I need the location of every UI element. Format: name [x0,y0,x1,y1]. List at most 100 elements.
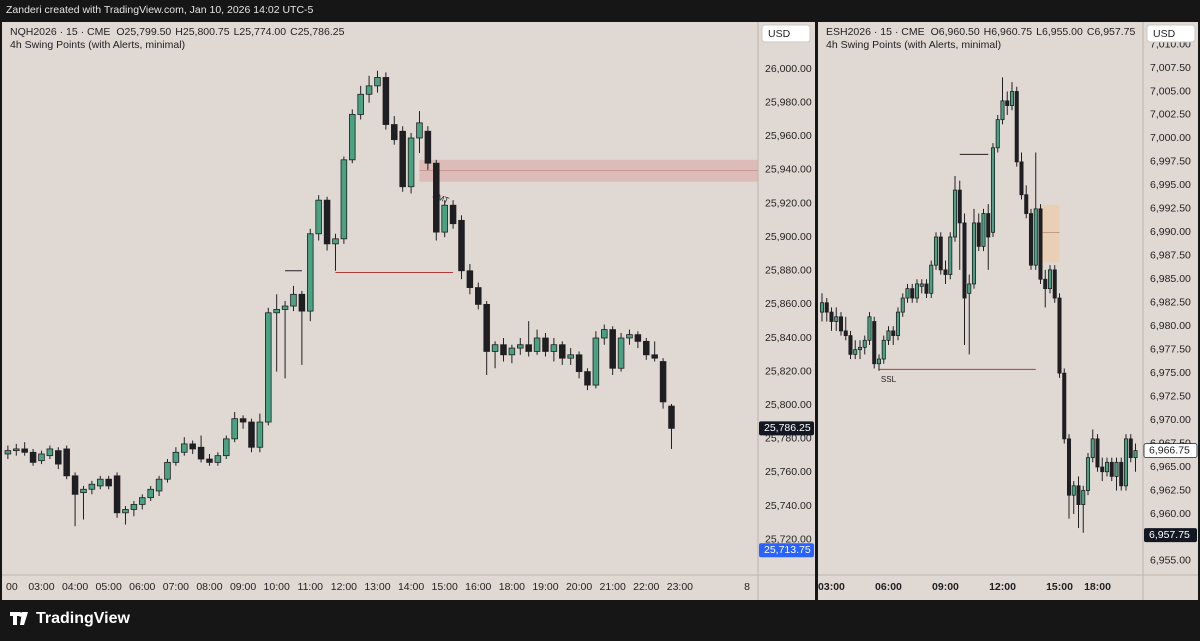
price-badge [1144,528,1197,543]
candle-body-up [508,347,516,356]
x-tick-label: 11:00 [298,581,324,593]
y-tick-label: 6,992.50 [1150,203,1191,215]
candle-body-up [533,337,541,352]
y-tick-label: 7,000.00 [1150,132,1191,144]
candle-body-up [967,283,972,294]
indicator-legend: 4h Swing Points (with Alerts, minimal) [10,39,185,51]
candle-body-down [1062,372,1067,440]
candle-body-down [206,458,213,463]
ohlc-value: C6,957.75 [1087,26,1136,38]
candle-body-down [559,344,566,359]
y-tick-label: 25,820.00 [765,365,812,377]
candle-body-down [634,334,642,342]
candle-body-up [273,309,280,314]
candle-body-up [857,346,863,351]
candle-body-up [214,455,222,463]
candle-body-up [881,339,886,360]
logo-dot [18,612,23,617]
x-tick-label: 05:00 [96,581,122,593]
candle-body-down [382,77,390,125]
annotation: SSL [881,375,897,384]
candle-body-down [525,344,532,352]
candle-body-down [458,219,465,272]
logo-mark [10,612,28,625]
candle-body-up [155,478,163,492]
candle-body-down [1109,461,1114,477]
candle-body-down [943,269,948,275]
candle-body-up [38,453,45,462]
y-tick-label: 25,740.00 [765,500,812,512]
candle-body-down [924,283,929,294]
candle-body-up [88,483,96,490]
candle-body-down [609,329,616,369]
candle-body-up [914,283,920,299]
zone [1040,205,1060,263]
candle-body-up [905,288,910,299]
plot-area [818,22,1143,575]
candle-body-up [340,159,348,240]
y-tick-label: 25,920.00 [765,197,812,209]
candle-body-down [1005,100,1010,106]
candle-body-down [113,475,121,514]
y-tick-label: 6,975.00 [1150,367,1191,379]
candle-body-down [475,287,482,305]
candle-body-up [933,236,939,266]
y-tick-label: 6,982.50 [1150,297,1191,309]
candle-body-up [952,189,958,238]
candle-body-down [651,354,658,359]
candle-body-down [433,162,440,233]
x-tick-label: 23:00 [667,581,693,593]
candle-body-up [265,312,272,423]
price-axis [1143,22,1198,600]
x-tick-label: 12:00 [989,581,1016,593]
time-axis [2,575,758,600]
header-text: Zanderi created with TradingView.com, Ja… [6,4,314,16]
candle-body-up [1123,438,1129,487]
currency-label: USD [768,28,791,40]
x-tick-label: 15:00 [432,581,458,593]
y-tick-label: 7,002.50 [1150,109,1191,121]
candle-body-down [976,222,981,247]
candle-body-down [1024,194,1029,214]
y-tick-label: 6,977.50 [1150,343,1191,355]
y-tick-label: 25,800.00 [765,399,812,411]
x-tick-label: 18:00 [1084,581,1111,593]
candle-body-down [848,335,853,355]
plot-area [2,22,758,575]
candle-body-down [824,302,829,313]
x-tick-label: 15:00 [1046,581,1073,593]
candle-body-down [1038,208,1043,280]
candle-body-down [668,405,675,429]
candle-body-down [910,288,915,299]
candle-body-up [1071,485,1076,496]
x-tick-label: 13:00 [364,581,390,593]
candle-body-up [1081,490,1086,505]
x-tick-label: 07:00 [163,581,189,593]
candle-body-up [223,438,230,457]
price-badge-label: 25,713.75 [764,544,811,556]
candle-body-down [986,213,991,238]
candle-body-down [643,340,650,356]
candle-body-up [1047,269,1053,290]
candle-body-up [315,199,322,235]
candle-body-up [862,339,867,348]
candle-body-up [281,305,289,310]
currency-button [761,24,811,43]
candle-body-up [1090,438,1095,459]
candle-body-down [1100,466,1105,473]
y-tick-label: 25,860.00 [765,298,812,310]
candle-body-up [4,450,12,455]
ohlc-value: H6,960.75 [984,26,1033,38]
candle-body-up [307,233,314,312]
candle-body-up [407,137,415,188]
y-tick-label: 25,900.00 [765,231,812,243]
candle-body-up [929,264,934,294]
candle-body-down [891,330,896,336]
candle-body-down [1076,485,1081,505]
candle-body-up [365,85,373,95]
y-tick-label: 25,720.00 [765,533,812,545]
candle-body-up [919,283,924,287]
candle-body-up [819,302,825,313]
x-tick-label: 18:00 [499,581,525,593]
candle-body-up [122,509,129,514]
